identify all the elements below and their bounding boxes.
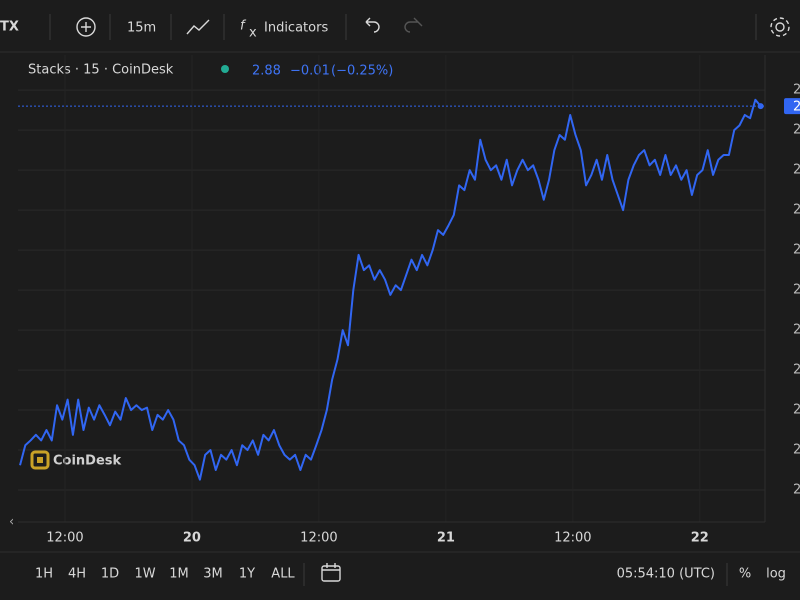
clock: 05:54:10 (UTC) <box>617 567 715 582</box>
fx-icon-sub: x <box>249 26 257 41</box>
y-tick-label: 2 <box>793 483 800 498</box>
range-button[interactable]: 1M <box>169 567 189 582</box>
legend-price: 2.88 <box>252 64 281 79</box>
x-tick-label: 22 <box>691 531 709 546</box>
x-tick-label: 20 <box>183 531 201 546</box>
range-button[interactable]: 1D <box>101 567 119 582</box>
x-tick-label: 12:00 <box>554 531 591 546</box>
legend-change: −0.01 <box>290 64 330 79</box>
y-tick-label: 2 <box>793 443 800 458</box>
x-tick-label: 12:00 <box>46 531 83 546</box>
y-tick-label: 2 <box>793 123 800 138</box>
price-line <box>19 98 762 481</box>
range-button[interactable]: ALL <box>271 567 295 582</box>
y-tick-label: 2 <box>793 83 800 98</box>
add-icon-plus <box>81 22 91 32</box>
collapse-arrow[interactable]: ‹ <box>9 515 14 530</box>
y-tick-label: 2 <box>793 323 800 338</box>
watermark: CoinDesk <box>53 454 122 469</box>
watermark-logo <box>30 450 50 470</box>
legend-change-percent: (−0.25%) <box>331 64 393 79</box>
x-tick-label: 12:00 <box>300 531 337 546</box>
log-toggle[interactable]: log <box>766 567 786 582</box>
date-range-icon[interactable] <box>321 565 341 582</box>
range-button[interactable]: 3M <box>203 567 223 582</box>
redo-icon[interactable] <box>404 17 423 33</box>
range-button[interactable]: 1W <box>134 567 155 582</box>
last-point <box>757 103 764 110</box>
symbol[interactable]: TX <box>0 20 19 35</box>
y-tick-label: 2 <box>793 403 800 418</box>
percent-toggle[interactable]: % <box>739 567 751 582</box>
settings-icon[interactable] <box>775 22 785 32</box>
y-tick-label: 2 <box>793 203 800 218</box>
settings-icon-ring <box>770 17 790 37</box>
y-tick-label: 2 <box>793 243 800 258</box>
status-dot <box>221 65 229 73</box>
interval[interactable]: 15m <box>127 21 156 36</box>
y-tick-label: 2 <box>793 363 800 378</box>
y-tick-label: 2 <box>793 163 800 178</box>
indicators-button[interactable]: Indicators <box>264 21 328 36</box>
chart-type-icon[interactable] <box>186 19 210 35</box>
last-price-tag <box>784 98 800 115</box>
y-tick-label: 2 <box>793 283 800 298</box>
last-price-label: 2 <box>793 100 800 115</box>
range-button[interactable]: 1Y <box>239 567 255 582</box>
x-tick-label: 21 <box>437 531 455 546</box>
date-range-icon-detail <box>322 563 340 571</box>
add-icon[interactable] <box>76 17 96 37</box>
undo-icon[interactable] <box>365 17 380 33</box>
legend-title: Stacks · 15 · CoinDesk <box>28 63 174 78</box>
range-button[interactable]: 4H <box>68 567 86 582</box>
fx-icon[interactable]: f <box>240 19 247 34</box>
range-button[interactable]: 1H <box>35 567 53 582</box>
